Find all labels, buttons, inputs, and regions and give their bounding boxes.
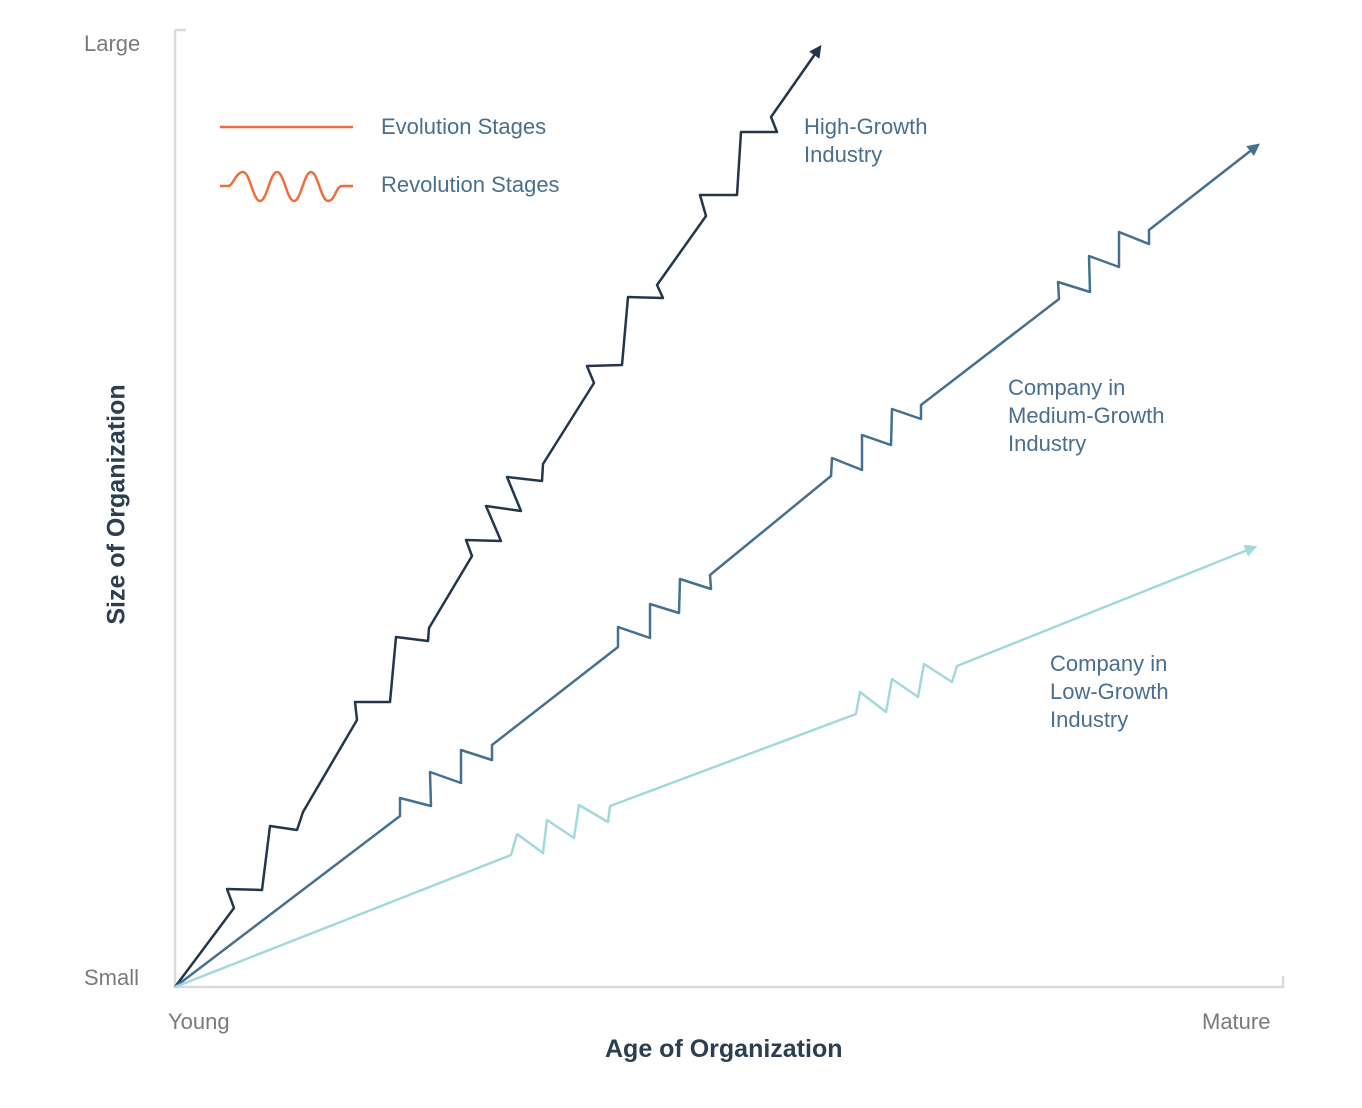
high-growth-label: High-Growth Industry [804,114,928,167]
y-axis-max-label: Large [84,31,141,56]
low-growth-label: Company in Low-Growth Industry [1050,651,1169,732]
high-growth-curve [173,44,822,988]
y-axis-title: Size of Organization [102,384,131,625]
low-growth-curve [174,544,1258,989]
x-axis-title: Age of Organization [605,1035,843,1063]
legend-revolution-label: Revolution Stages [381,172,560,197]
legend-revolution-wave [220,170,353,203]
x-axis-max-label: Mature [1202,1009,1271,1034]
axes-frame [173,28,1285,989]
medium-growth-label: Company in Medium-Growth Industry [1008,375,1165,456]
x-axis-min-label: Young [168,1009,230,1034]
y-axis-min-label: Small [84,965,140,990]
legend-evolution-label: Evolution Stages [381,114,547,139]
medium-growth-curve [174,143,1260,988]
